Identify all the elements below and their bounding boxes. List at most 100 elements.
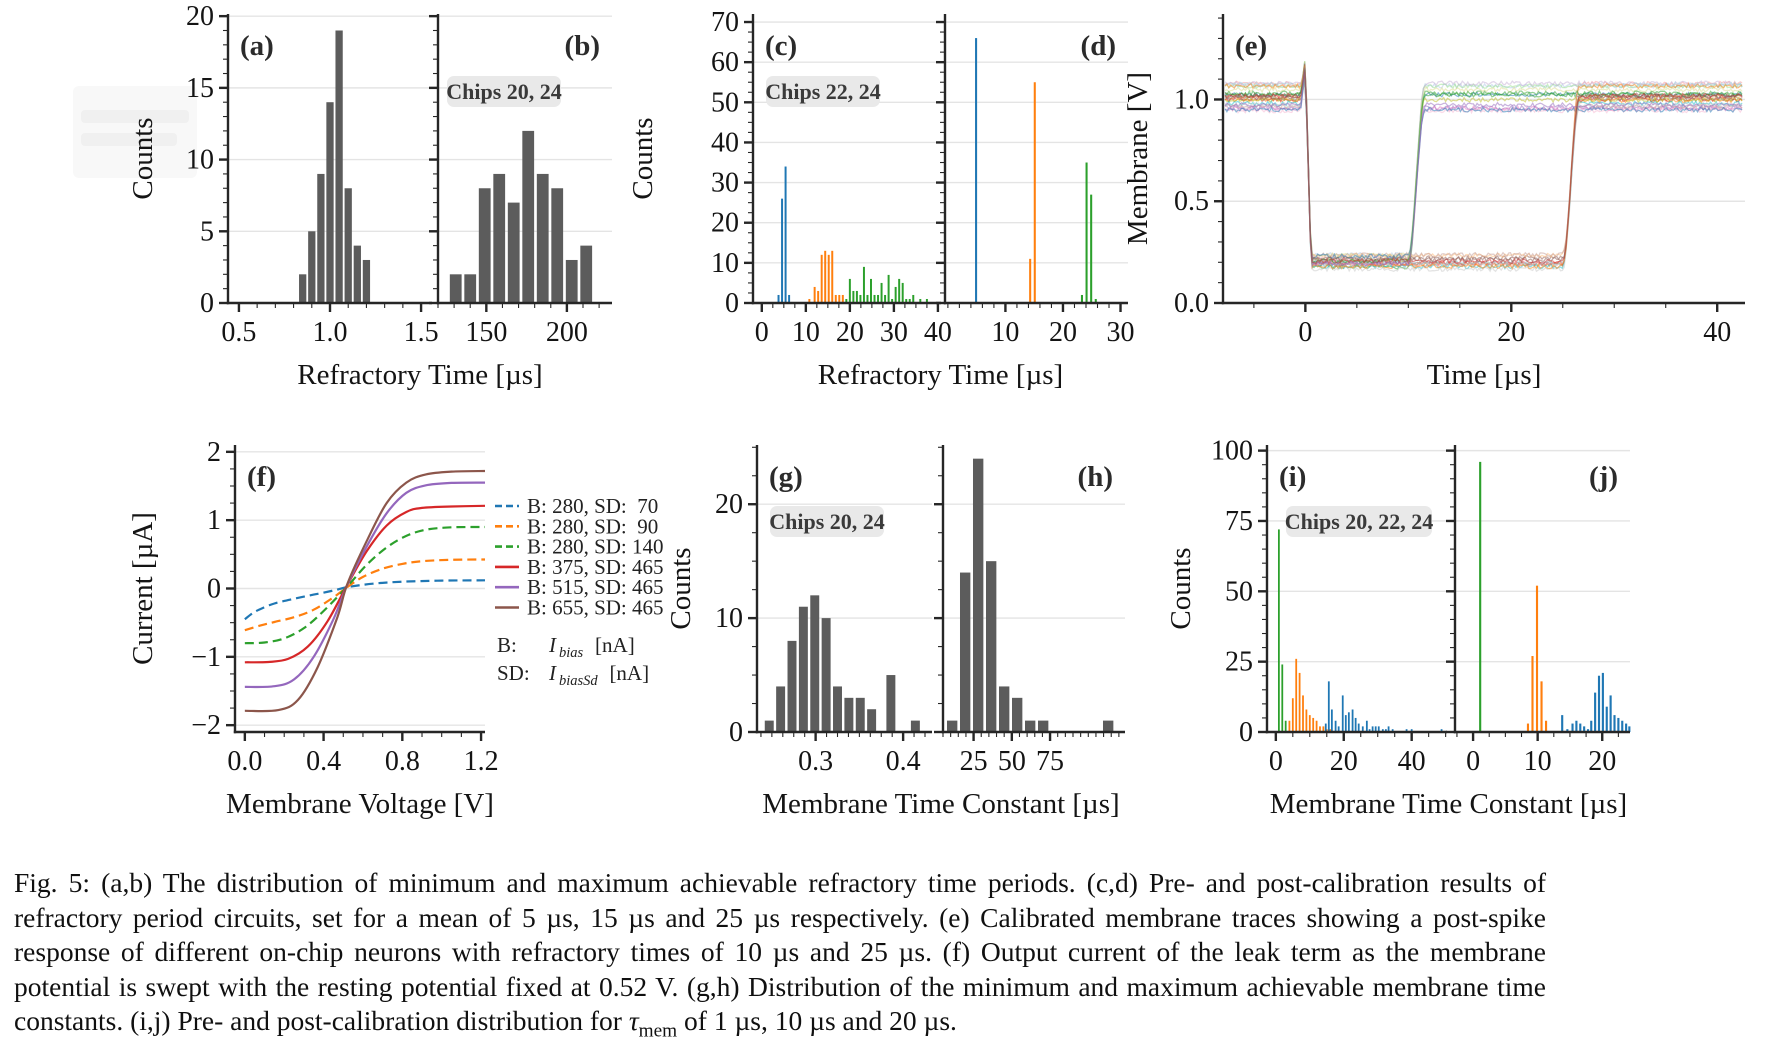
svg-text:5: 5 xyxy=(200,216,214,247)
svg-text:Chips 20, 22, 24: Chips 20, 22, 24 xyxy=(1285,509,1434,534)
axes-e: 0 20 40 0.0 0.5 1.0 xyxy=(1174,14,1745,348)
svg-text:10: 10 xyxy=(715,603,743,634)
figure-caption: Fig. 5: (a,b) The distribution of minimu… xyxy=(14,866,1546,1049)
svg-text:0.5: 0.5 xyxy=(1174,186,1209,217)
svg-text:Counts: Counts xyxy=(127,117,159,199)
panel-c: 0 10 20 30 40 0 10 20 30 40 50 60 70 (c) Counts Refract… xyxy=(627,7,1063,391)
svg-text:[nA]: [nA] xyxy=(604,661,649,685)
caption-tau-subscript: mem xyxy=(638,1020,678,1042)
svg-text:10: 10 xyxy=(186,145,214,176)
svg-text:0.8: 0.8 xyxy=(385,746,420,777)
svg-text:0.0: 0.0 xyxy=(227,746,262,777)
chips-badge-c: Chips 22, 24 xyxy=(765,76,881,107)
svg-text:200: 200 xyxy=(546,317,588,348)
caption-tau-symbol: τ xyxy=(628,1005,639,1036)
svg-text:1.0: 1.0 xyxy=(313,317,348,348)
svg-text:Membrane Time Constant [µs]: Membrane Time Constant [µs] xyxy=(762,788,1119,820)
histogram-bars-c-series2 xyxy=(845,266,928,303)
svg-text:50: 50 xyxy=(711,87,739,118)
svg-text:Chips 20, 24: Chips 20, 24 xyxy=(446,79,562,104)
svg-text:(a): (a) xyxy=(240,30,274,62)
histogram-bars-c-series0 xyxy=(777,166,791,303)
histogram-bars-j-series0 xyxy=(1479,461,1482,732)
svg-text:(e): (e) xyxy=(1235,30,1267,62)
gridlines-g xyxy=(757,503,932,619)
svg-text:20: 20 xyxy=(1330,746,1358,777)
svg-text:20: 20 xyxy=(1497,317,1525,348)
curve-f-4 xyxy=(244,481,486,689)
svg-text:0: 0 xyxy=(725,288,739,319)
histogram-bars-j-series2 xyxy=(1561,672,1631,732)
svg-text:70: 70 xyxy=(711,7,739,38)
svg-text:−1: −1 xyxy=(191,642,221,673)
svg-text:B: 515, SD: 465: B: 515, SD: 465 xyxy=(527,575,664,599)
svg-text:75: 75 xyxy=(1225,506,1253,537)
svg-text:B: 280, SD: 70: B: 280, SD: 70 xyxy=(527,494,658,518)
gridlines-e xyxy=(1223,98,1745,202)
svg-text:0.4: 0.4 xyxy=(306,746,341,777)
svg-text:Refractory Time [µs]: Refractory Time [µs] xyxy=(297,359,542,391)
svg-text:I: I xyxy=(548,633,557,657)
svg-text:0: 0 xyxy=(755,317,769,348)
axes-a: 0.5 1.0 1.5 0 5 10 15 20 xyxy=(186,1,439,348)
svg-text:10: 10 xyxy=(1524,746,1552,777)
svg-text:75: 75 xyxy=(1036,746,1064,777)
svg-text:20: 20 xyxy=(186,1,214,32)
leak-current-curves xyxy=(244,469,486,713)
svg-text:20: 20 xyxy=(711,208,739,239)
svg-text:1.2: 1.2 xyxy=(464,746,499,777)
svg-text:30: 30 xyxy=(711,168,739,199)
svg-text:0: 0 xyxy=(1269,746,1283,777)
curve-f-1 xyxy=(244,558,486,632)
svg-text:Counts: Counts xyxy=(1165,547,1197,629)
svg-text:30: 30 xyxy=(880,317,908,348)
histogram-bars-h xyxy=(946,458,1114,732)
svg-text:Chips 20, 24: Chips 20, 24 xyxy=(769,509,885,534)
svg-text:[nA]: [nA] xyxy=(590,633,635,657)
svg-text:(i): (i) xyxy=(1279,461,1306,493)
svg-text:0.0: 0.0 xyxy=(1174,288,1209,319)
svg-text:(b): (b) xyxy=(565,30,600,62)
histogram-bars-d-series1 xyxy=(1029,82,1036,303)
svg-text:50: 50 xyxy=(1225,576,1253,607)
svg-text:Counts: Counts xyxy=(627,117,659,199)
panel-e: 0 20 40 0.0 0.5 1.0 (e) Membrane [V] Time [µs] xyxy=(1122,14,1745,391)
svg-text:Chips 22, 24: Chips 22, 24 xyxy=(765,79,881,104)
gridlines-j xyxy=(1455,449,1630,663)
svg-text:0: 0 xyxy=(1298,317,1312,348)
curve-f-3 xyxy=(244,504,486,664)
svg-text:SD:: SD: xyxy=(497,661,530,685)
panel-a: 0.5 1.0 1.5 0 5 10 15 20 (a) Counts Refractory Tim… xyxy=(127,1,543,391)
svg-text:150: 150 xyxy=(465,317,507,348)
panel-d: 10 20 30 (d) xyxy=(936,14,1135,348)
svg-text:(j): (j) xyxy=(1589,461,1618,493)
panel-b: 150 200 (b)Chips 20, 24 xyxy=(429,14,612,348)
svg-text:30: 30 xyxy=(1107,317,1135,348)
svg-text:0: 0 xyxy=(207,574,221,605)
svg-text:B: 655, SD: 465: B: 655, SD: 465 xyxy=(527,596,664,620)
svg-text:0: 0 xyxy=(1239,717,1253,748)
panel-h: 25 50 75 (h) xyxy=(934,445,1125,777)
svg-text:I: I xyxy=(548,661,557,685)
svg-text:bias: bias xyxy=(559,645,584,661)
panel-g: 0.3 0.4 0 10 20 (g) Counts Membrane Time Consta… xyxy=(665,445,1120,820)
svg-text:15: 15 xyxy=(186,73,214,104)
axes-h: 25 50 75 xyxy=(934,445,1125,777)
svg-text:0.4: 0.4 xyxy=(886,746,921,777)
svg-text:1.0: 1.0 xyxy=(1174,84,1209,115)
svg-text:40: 40 xyxy=(924,317,952,348)
svg-text:40: 40 xyxy=(1703,317,1731,348)
svg-text:Membrane Time Constant [µs]: Membrane Time Constant [µs] xyxy=(1270,788,1627,820)
caption-text-1: Fig. 5: (a,b) The distribution of minimu… xyxy=(14,867,1546,1036)
svg-text:Current [µA]: Current [µA] xyxy=(127,512,159,665)
svg-text:2: 2 xyxy=(207,437,221,468)
panel-f: 0.0 0.4 0.8 1.2 −2 −1 0 1 2 (f) Current [µA] Membra… xyxy=(127,437,499,820)
svg-text:0: 0 xyxy=(200,288,214,319)
svg-text:20: 20 xyxy=(715,489,743,520)
curve-f-0 xyxy=(244,579,486,621)
svg-text:100: 100 xyxy=(1211,436,1253,467)
svg-text:60: 60 xyxy=(711,47,739,78)
